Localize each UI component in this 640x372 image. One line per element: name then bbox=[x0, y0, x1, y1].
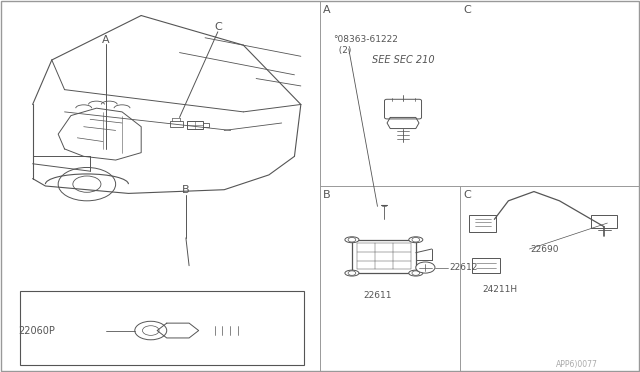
Ellipse shape bbox=[409, 270, 423, 276]
Ellipse shape bbox=[409, 237, 423, 243]
FancyBboxPatch shape bbox=[204, 123, 209, 127]
Text: 22690: 22690 bbox=[531, 244, 559, 253]
Text: 22612: 22612 bbox=[449, 263, 477, 272]
Text: A: A bbox=[323, 5, 331, 15]
Circle shape bbox=[416, 262, 435, 273]
FancyBboxPatch shape bbox=[472, 258, 500, 273]
Text: A: A bbox=[102, 35, 110, 45]
Text: °08363-61222
  (2): °08363-61222 (2) bbox=[333, 35, 397, 55]
FancyBboxPatch shape bbox=[385, 99, 422, 119]
FancyBboxPatch shape bbox=[188, 121, 204, 129]
Ellipse shape bbox=[345, 237, 359, 243]
Ellipse shape bbox=[345, 270, 359, 276]
Text: 24211H: 24211H bbox=[483, 285, 518, 294]
Text: C: C bbox=[464, 190, 472, 201]
FancyBboxPatch shape bbox=[170, 121, 182, 127]
Text: B: B bbox=[323, 190, 331, 201]
FancyBboxPatch shape bbox=[469, 215, 496, 232]
FancyBboxPatch shape bbox=[352, 240, 416, 273]
Text: SEE SEC 210: SEE SEC 210 bbox=[372, 55, 435, 65]
FancyBboxPatch shape bbox=[591, 215, 617, 228]
Text: 22611: 22611 bbox=[364, 291, 392, 300]
FancyBboxPatch shape bbox=[20, 291, 304, 365]
Text: C: C bbox=[214, 22, 221, 32]
Text: APP6)0077: APP6)0077 bbox=[556, 360, 598, 369]
Text: C: C bbox=[464, 5, 472, 15]
Text: B: B bbox=[182, 186, 189, 195]
Text: 22060P: 22060P bbox=[18, 326, 55, 336]
